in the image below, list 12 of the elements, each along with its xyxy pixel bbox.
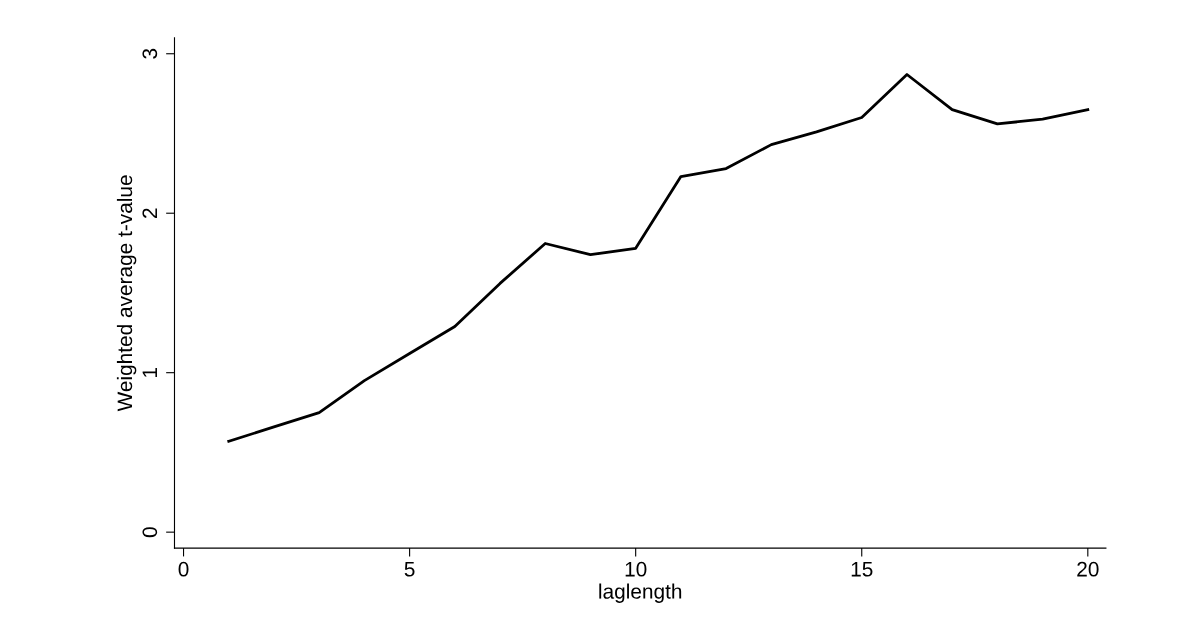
x-tick-label: 5 <box>404 562 415 577</box>
x-tick-label: 0 <box>178 561 189 577</box>
y-tick-label: 1 <box>142 367 157 377</box>
x-tick-label: 20 <box>1077 561 1099 577</box>
x-axis-title: laglength <box>599 583 682 603</box>
x-tick-label: 15 <box>851 562 873 577</box>
line-series <box>227 73 1090 443</box>
x-tick-label: 10 <box>625 561 647 577</box>
y-tick-label: 3 <box>142 48 158 59</box>
y-tick-label: 2 <box>142 208 157 218</box>
y-tick-label: 0 <box>142 527 158 538</box>
y-axis-title: Weighted average t-value <box>116 175 137 412</box>
